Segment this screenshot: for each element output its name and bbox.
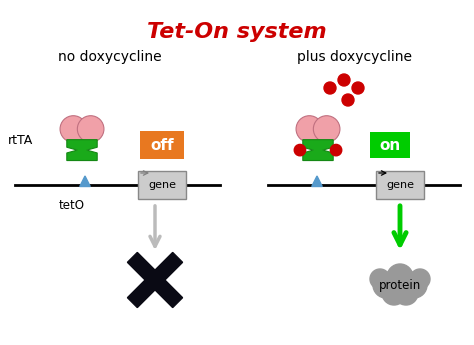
Circle shape xyxy=(296,116,323,142)
Circle shape xyxy=(352,82,364,94)
Text: protein: protein xyxy=(379,278,421,292)
Polygon shape xyxy=(312,176,322,187)
Circle shape xyxy=(77,116,104,142)
Polygon shape xyxy=(80,176,90,187)
FancyBboxPatch shape xyxy=(138,171,186,199)
Circle shape xyxy=(313,116,340,142)
Circle shape xyxy=(338,74,350,86)
Circle shape xyxy=(382,281,406,305)
Circle shape xyxy=(394,281,418,305)
Text: tetO: tetO xyxy=(59,199,85,212)
Text: on: on xyxy=(379,138,401,154)
FancyBboxPatch shape xyxy=(370,132,410,158)
Circle shape xyxy=(386,273,414,301)
Polygon shape xyxy=(303,140,333,160)
Text: no doxycycline: no doxycycline xyxy=(58,50,162,64)
Circle shape xyxy=(410,269,430,289)
Text: plus doxycycline: plus doxycycline xyxy=(298,50,412,64)
Circle shape xyxy=(330,145,342,156)
Text: rtTA: rtTA xyxy=(8,135,33,148)
Circle shape xyxy=(342,94,354,106)
Polygon shape xyxy=(128,253,182,308)
Circle shape xyxy=(370,269,390,289)
Circle shape xyxy=(387,264,413,290)
Polygon shape xyxy=(67,140,97,160)
Text: gene: gene xyxy=(148,180,176,190)
Polygon shape xyxy=(128,253,182,308)
Text: off: off xyxy=(150,138,174,154)
FancyBboxPatch shape xyxy=(376,171,424,199)
Text: gene: gene xyxy=(386,180,414,190)
Text: Tet-On system: Tet-On system xyxy=(147,22,327,42)
FancyBboxPatch shape xyxy=(140,131,184,159)
Circle shape xyxy=(401,272,427,298)
Circle shape xyxy=(373,272,399,298)
Circle shape xyxy=(294,145,306,156)
Circle shape xyxy=(324,82,336,94)
Circle shape xyxy=(60,116,87,142)
